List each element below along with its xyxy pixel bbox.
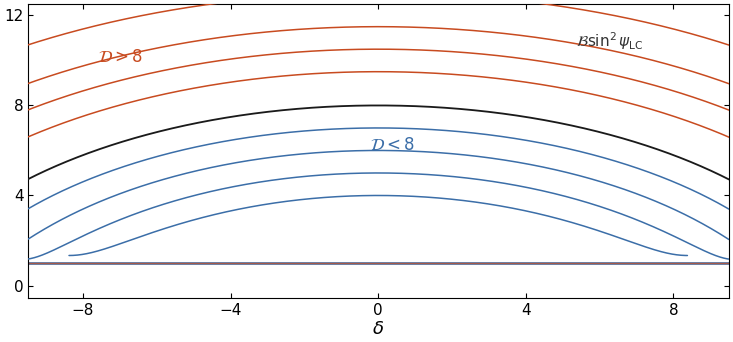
Text: $\mathcal{D} > 8$: $\mathcal{D} > 8$ (97, 49, 143, 66)
Text: $\mathcal{B}\sin^2\psi_{\mathrm{LC}}$: $\mathcal{B}\sin^2\psi_{\mathrm{LC}}$ (576, 30, 644, 52)
Text: $\mathcal{D} < 8$: $\mathcal{D} < 8$ (369, 137, 415, 154)
X-axis label: $\delta$: $\delta$ (372, 320, 384, 338)
